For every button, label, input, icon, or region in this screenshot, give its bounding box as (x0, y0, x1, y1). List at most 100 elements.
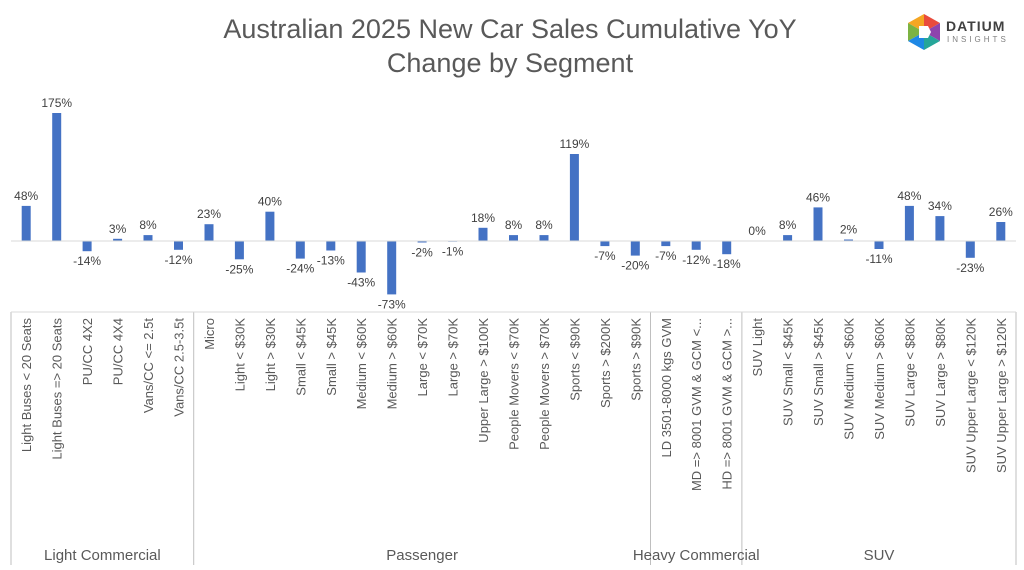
data-label: 0% (748, 224, 766, 238)
data-label: 175% (41, 96, 72, 110)
logo-word: DATIUM (946, 18, 1006, 34)
bar (783, 235, 793, 241)
data-labels-layer: 48% 175% -14% 3% 8% -12% 23% -25% 40% -24%-13%-43… (14, 96, 1013, 311)
tick-label: Sports > $200K (598, 318, 613, 408)
bar (965, 241, 975, 258)
chart-title-line-1: Australian 2025 New Car Sales Cumulative… (223, 14, 797, 44)
data-label: 119% (559, 137, 589, 151)
bar (600, 241, 610, 247)
data-label: 18% (471, 211, 495, 225)
bar (295, 241, 305, 259)
bar (387, 241, 397, 295)
tick-label: Light > $30K (263, 318, 278, 392)
tick-label: SUV Medium > $60K (872, 318, 887, 440)
bar (569, 154, 579, 241)
bar (234, 241, 244, 260)
data-label: -12% (164, 253, 192, 267)
data-label: 46% (806, 190, 830, 204)
tick-label: Micro (202, 318, 217, 350)
bar (935, 216, 945, 241)
data-label: 34% (928, 199, 952, 213)
bar (509, 235, 518, 241)
tick-label: Upper Large > $100K (476, 318, 491, 443)
bar (630, 241, 640, 256)
bar (113, 238, 123, 241)
chart-title-line-2: Change by Segment (386, 48, 634, 78)
tick-label: SUV Upper Large > $120K (994, 318, 1009, 473)
bar (874, 241, 884, 249)
bar (174, 241, 183, 250)
tick-label: Vans/CC 2.5-3.5t (172, 318, 187, 417)
tick-label: SUV Small < $45K (781, 318, 796, 426)
tick-label: Small < $45K (293, 318, 308, 396)
data-label: 23% (197, 207, 221, 221)
bar (478, 227, 488, 241)
tick-label: Large < $70K (415, 318, 430, 397)
chart-title: Australian 2025 New Car Sales Cumulative… (130, 12, 890, 80)
tick-label: PU/CC 4X2 (80, 318, 95, 385)
data-label: -25% (225, 262, 253, 276)
data-label: 8% (535, 218, 553, 232)
bar (904, 205, 914, 241)
logo-subtitle: INSIGHTS (947, 35, 1009, 44)
tick-label: People Movers > $70K (537, 318, 552, 450)
data-label: -73% (378, 297, 406, 311)
bar (691, 241, 701, 250)
data-label: 8% (139, 218, 157, 232)
data-label: -7% (655, 249, 677, 263)
tick-label: Medium > $60K (385, 318, 400, 410)
tick-label: SUV Small > $45K (811, 318, 826, 426)
bar (204, 224, 214, 241)
bar (813, 207, 823, 241)
datium-logo: DATIUM INSIGHTS (906, 12, 1018, 56)
bar (356, 241, 366, 273)
tick-label: PU/CC 4X4 (111, 318, 126, 385)
tick-label: People Movers < $70K (507, 318, 522, 450)
bar (417, 241, 427, 243)
bar (52, 113, 62, 241)
bar (996, 222, 1006, 241)
tick-label: Small > $45K (324, 318, 339, 396)
data-label: 48% (897, 189, 921, 203)
group-label: Heavy Commercial (633, 547, 760, 564)
data-label: 40% (258, 195, 282, 209)
bar (722, 241, 732, 255)
bar (143, 235, 153, 241)
group-label: Light Commercial (44, 547, 161, 564)
data-label: -7% (594, 249, 616, 263)
tick-label: SUV Upper Large < $120K (963, 318, 978, 473)
group-label: SUV (864, 547, 895, 564)
tick-label: Large > $70K (446, 318, 461, 397)
tick-label: HD => 8001 GVM & GCM >... (720, 318, 735, 490)
tick-label: Light Buses => 20 Seats (50, 318, 65, 460)
tick-label: SUV Medium < $60K (842, 318, 857, 440)
data-label: 2% (840, 223, 858, 237)
data-label: -43% (347, 276, 375, 290)
bar (539, 235, 549, 241)
bar (265, 211, 275, 241)
tick-label: Light < $30K (232, 318, 247, 392)
data-label: -24% (286, 262, 314, 276)
data-label: 48% (14, 189, 38, 203)
tick-label: Vans/CC <= 2.5t (141, 318, 156, 414)
data-label: 3% (109, 222, 127, 236)
datium-logo-icon (908, 14, 940, 50)
tick-label: SUV Large < $80K (902, 318, 917, 427)
tick-label: Medium < $60K (354, 318, 369, 410)
data-label: 26% (989, 205, 1013, 219)
tick-label: Light Buses < 20 Seats (19, 318, 34, 453)
bar (661, 241, 671, 247)
data-label: -11% (865, 252, 892, 266)
data-label: -23% (956, 261, 984, 275)
tick-label: Sports < $90K (567, 318, 582, 401)
tick-label: MD => 8001 GVM & GCM <... (689, 318, 704, 491)
data-label: 8% (505, 218, 523, 232)
bar (82, 241, 92, 252)
bar (326, 241, 336, 251)
data-label: -1% (442, 245, 464, 259)
bar (21, 205, 31, 241)
tick-label: SUV Light (750, 318, 765, 377)
data-label: 8% (779, 218, 797, 232)
group-label: Passenger (386, 547, 458, 564)
